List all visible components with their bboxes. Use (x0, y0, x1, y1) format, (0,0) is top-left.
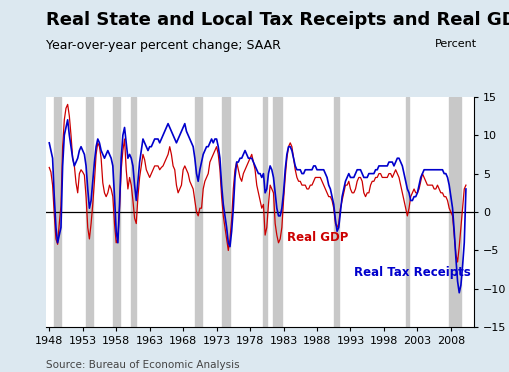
Text: Real State and Local Tax Receipts and Real GDP: Real State and Local Tax Receipts and Re… (46, 11, 509, 29)
Bar (221, 97, 230, 327)
Bar (131, 97, 136, 327)
Bar (194, 97, 201, 327)
Bar (54, 97, 61, 327)
Bar (263, 97, 266, 327)
Text: Real GDP: Real GDP (286, 231, 348, 244)
Text: Real Tax Receipts: Real Tax Receipts (353, 266, 470, 279)
Bar (112, 97, 119, 327)
Bar (448, 97, 460, 327)
Bar (273, 97, 281, 327)
Text: Year-over-year percent change; SAAR: Year-over-year percent change; SAAR (46, 39, 280, 52)
Bar (405, 97, 408, 327)
Text: Percent: Percent (434, 39, 476, 49)
Bar (333, 97, 338, 327)
Text: Source: Bureau of Economic Analysis: Source: Bureau of Economic Analysis (46, 360, 239, 370)
Bar (86, 97, 93, 327)
